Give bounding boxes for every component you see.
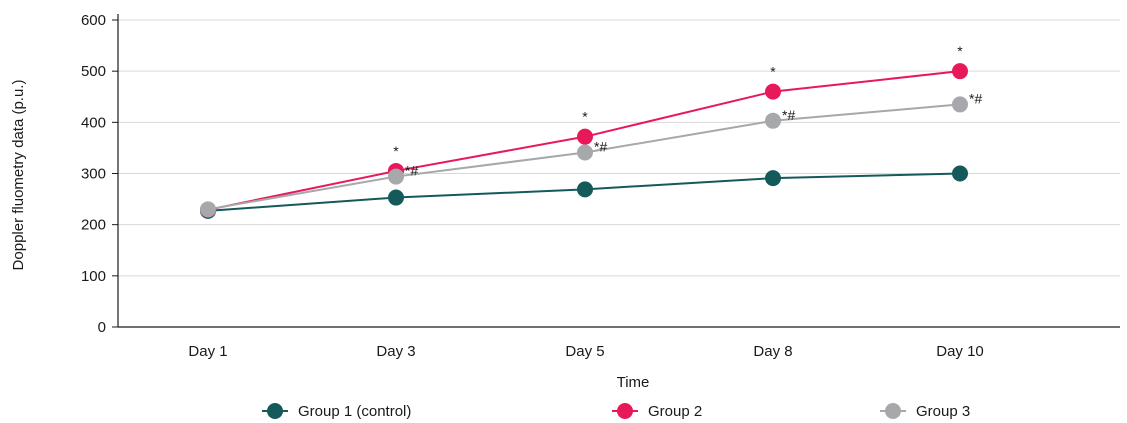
data-point [952,63,968,80]
x-tick-label: Day 5 [565,343,604,360]
y-tick-label: 500 [81,63,106,80]
data-point [577,128,593,145]
y-tick-label: 300 [81,166,106,183]
data-point [388,168,404,185]
legend-marker [267,403,283,419]
y-tick-label: 0 [98,319,106,336]
y-tick-label: 600 [81,12,106,29]
x-axis-title: Time [617,374,650,391]
legend-item: Group 3 [880,403,970,420]
y-axis-title: Doppler fluometry data (p.u.) [10,80,27,271]
gridlines [118,19,1120,277]
y-tick-label: 400 [81,114,106,131]
legend-marker [885,403,901,419]
x-tick-label: Day 1 [188,343,227,360]
data-point [952,165,968,182]
legend-label: Group 1 (control) [298,403,411,420]
significance-marker: * [393,143,399,159]
x-tick-label: Day 8 [753,343,792,360]
data-point [577,181,593,198]
x-tick-label: Day 10 [936,343,984,360]
data-point [765,112,781,129]
significance-marker: *# [405,163,418,179]
annotations: * * * * *# *# *# *# [393,43,982,178]
data-point [577,144,593,161]
significance-marker: * [770,64,776,80]
significance-marker: *# [594,139,607,155]
data-point [765,83,781,100]
legend-item: Group 1 (control) [262,403,411,420]
significance-marker: *# [969,90,982,106]
series [200,63,968,219]
data-point [200,201,216,218]
legend: Group 1 (control) Group 2 Group 3 [262,403,970,420]
axes: 0 100 200 300 400 500 600 Day 1 Day 3 Day 5 Day 8 D… [81,12,1120,360]
legend-item: Group 2 [612,403,702,420]
significance-marker: *# [782,107,795,123]
data-point [765,170,781,187]
series-3 [200,96,968,218]
x-tick-label: Day 3 [376,343,415,360]
legend-label: Group 3 [916,403,970,420]
significance-marker: * [582,109,588,125]
y-tick-label: 200 [81,217,106,234]
data-point [388,189,404,206]
data-point [952,96,968,113]
significance-marker: * [957,43,963,59]
legend-marker [617,403,633,419]
legend-label: Group 2 [648,403,702,420]
y-tick-label: 100 [81,268,106,285]
